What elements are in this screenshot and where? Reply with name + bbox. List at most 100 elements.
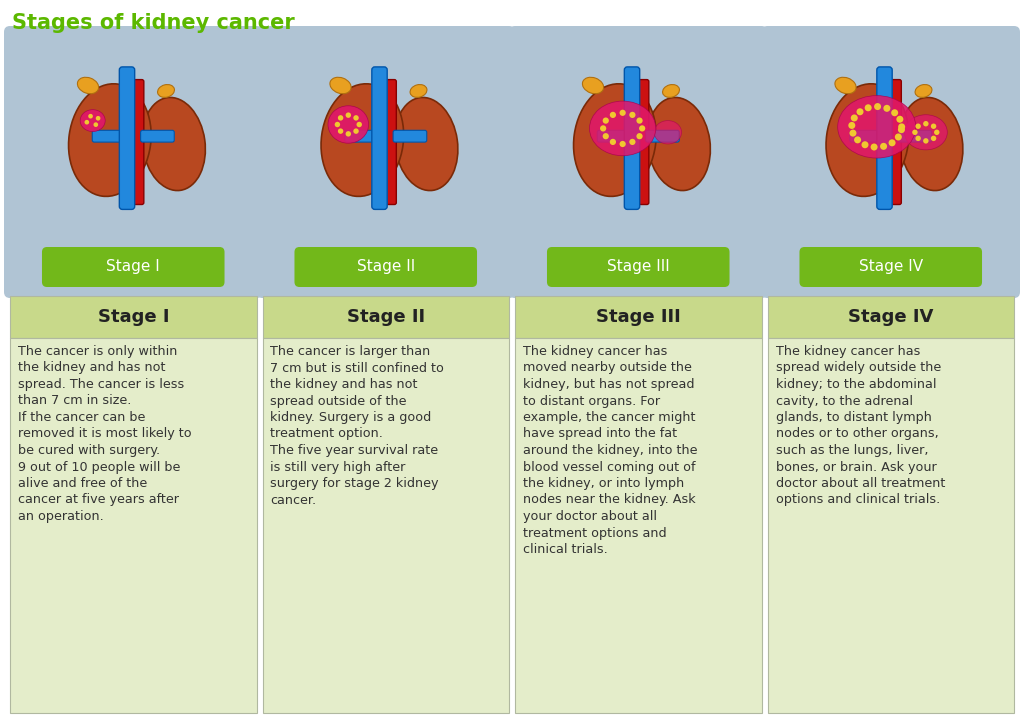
Text: Stage III: Stage III	[607, 260, 670, 275]
Circle shape	[637, 133, 643, 140]
Circle shape	[856, 108, 863, 116]
FancyBboxPatch shape	[877, 67, 892, 209]
Ellipse shape	[835, 77, 856, 94]
Circle shape	[637, 118, 643, 124]
Circle shape	[356, 121, 361, 127]
Circle shape	[870, 143, 878, 150]
FancyBboxPatch shape	[645, 130, 679, 142]
Text: The cancer is only within
the kidney and has not
spread. The cancer is less
than: The cancer is only within the kidney and…	[18, 345, 191, 523]
Circle shape	[934, 129, 939, 135]
FancyBboxPatch shape	[4, 26, 262, 298]
Circle shape	[889, 140, 896, 146]
FancyBboxPatch shape	[42, 247, 224, 287]
Circle shape	[895, 134, 902, 140]
FancyBboxPatch shape	[133, 79, 143, 204]
Circle shape	[630, 139, 636, 145]
Circle shape	[338, 115, 343, 121]
Circle shape	[884, 105, 891, 112]
Text: The cancer is larger than
7 cm but is still confined to
the kidney and has not
s: The cancer is larger than 7 cm but is st…	[270, 345, 444, 507]
Ellipse shape	[904, 115, 947, 150]
Ellipse shape	[838, 96, 915, 158]
Circle shape	[96, 116, 100, 121]
Bar	[262, 296, 509, 338]
FancyBboxPatch shape	[256, 26, 515, 298]
Ellipse shape	[80, 110, 105, 132]
Ellipse shape	[158, 84, 174, 97]
Text: The kidney cancer has
spread widely outside the
kidney; to the abdominal
cavity,: The kidney cancer has spread widely outs…	[775, 345, 945, 507]
Ellipse shape	[583, 77, 603, 94]
Ellipse shape	[826, 84, 908, 196]
Ellipse shape	[322, 84, 403, 196]
Circle shape	[854, 137, 861, 143]
Circle shape	[923, 138, 929, 144]
Bar	[768, 338, 1014, 713]
Bar	[262, 338, 509, 713]
FancyBboxPatch shape	[295, 247, 477, 287]
Circle shape	[912, 129, 918, 135]
FancyBboxPatch shape	[345, 130, 379, 142]
Ellipse shape	[394, 97, 458, 190]
Circle shape	[923, 121, 929, 126]
Ellipse shape	[573, 84, 656, 196]
Ellipse shape	[410, 84, 427, 97]
Ellipse shape	[654, 121, 682, 144]
Circle shape	[931, 124, 936, 129]
Circle shape	[600, 125, 606, 132]
Ellipse shape	[330, 77, 351, 94]
FancyBboxPatch shape	[547, 247, 729, 287]
Bar	[10, 296, 256, 338]
FancyBboxPatch shape	[638, 79, 649, 204]
FancyBboxPatch shape	[625, 67, 640, 209]
Text: Stage II: Stage II	[347, 308, 425, 326]
Circle shape	[915, 124, 921, 129]
Ellipse shape	[142, 97, 206, 190]
FancyBboxPatch shape	[850, 130, 884, 142]
Circle shape	[93, 122, 98, 127]
Circle shape	[85, 120, 89, 124]
Circle shape	[891, 109, 898, 116]
Circle shape	[353, 129, 358, 134]
Circle shape	[639, 125, 645, 132]
Circle shape	[609, 112, 616, 118]
Circle shape	[898, 124, 905, 130]
FancyBboxPatch shape	[597, 130, 631, 142]
Ellipse shape	[900, 97, 963, 190]
FancyBboxPatch shape	[509, 26, 768, 298]
Circle shape	[88, 114, 93, 119]
Ellipse shape	[590, 101, 655, 156]
Text: The kidney cancer has
moved nearby outside the
kidney, but has not spread
to dis: The kidney cancer has moved nearby outsi…	[523, 345, 697, 556]
Circle shape	[896, 116, 903, 123]
FancyBboxPatch shape	[372, 67, 387, 209]
Bar	[768, 296, 1014, 338]
Circle shape	[861, 141, 868, 148]
FancyBboxPatch shape	[385, 79, 396, 204]
Text: Stage I: Stage I	[106, 260, 160, 275]
Circle shape	[603, 118, 609, 124]
Circle shape	[898, 126, 905, 133]
Circle shape	[851, 114, 858, 121]
Circle shape	[345, 131, 351, 137]
Circle shape	[338, 129, 343, 134]
Circle shape	[880, 142, 887, 150]
FancyBboxPatch shape	[762, 26, 1020, 298]
Text: Stage III: Stage III	[596, 308, 681, 326]
Circle shape	[931, 136, 936, 141]
Circle shape	[345, 113, 351, 118]
FancyBboxPatch shape	[140, 130, 174, 142]
FancyBboxPatch shape	[898, 130, 932, 142]
Circle shape	[353, 115, 358, 121]
Text: Stage IV: Stage IV	[859, 260, 923, 275]
FancyBboxPatch shape	[120, 67, 135, 209]
Ellipse shape	[328, 106, 369, 143]
FancyBboxPatch shape	[92, 130, 126, 142]
Bar	[515, 338, 762, 713]
Bar	[10, 338, 256, 713]
Circle shape	[620, 141, 626, 147]
Text: Stage I: Stage I	[97, 308, 169, 326]
Ellipse shape	[915, 84, 932, 97]
Circle shape	[850, 129, 856, 137]
Ellipse shape	[647, 97, 711, 190]
Circle shape	[609, 139, 616, 145]
Circle shape	[915, 136, 921, 141]
Circle shape	[620, 110, 626, 116]
